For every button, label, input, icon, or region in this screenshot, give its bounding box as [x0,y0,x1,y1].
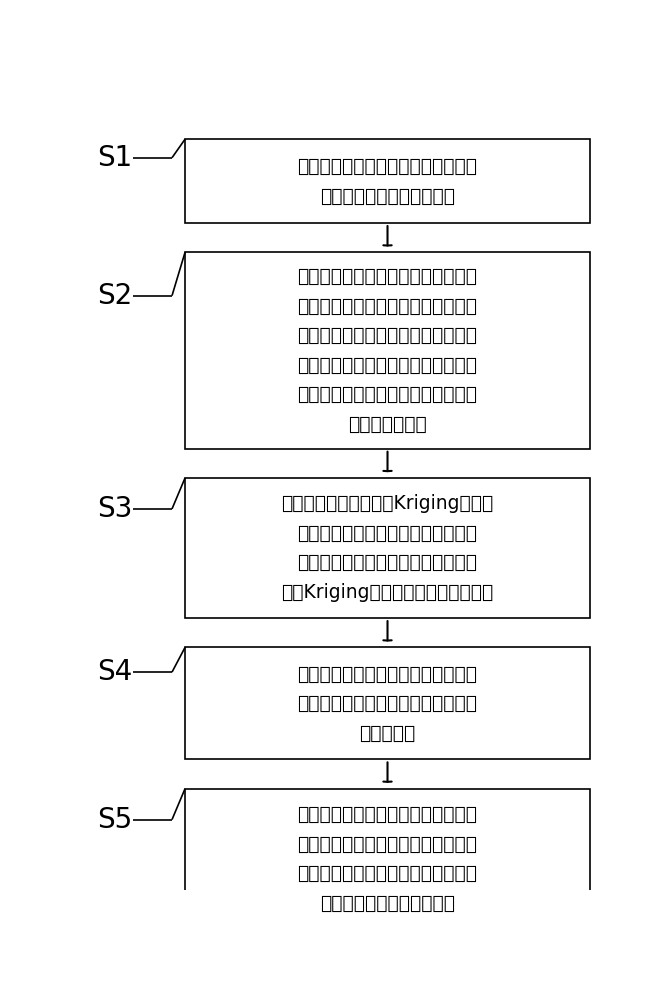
Text: 以自定义插值函数作为Kriging模型的: 以自定义插值函数作为Kriging模型的 [281,494,494,513]
Text: 差函数，综合基函数及误差函数建立: 差函数，综合基函数及误差函数建立 [297,553,478,572]
Text: 关系曲线，抽样选取采样点，基于量: 关系曲线，抽样选取采样点，基于量 [297,356,478,375]
Text: S1: S1 [96,144,132,172]
Bar [185,252,590,449]
Text: 通过电磁系统近似模型得到电磁系统: 通过电磁系统近似模型得到电磁系统 [297,805,478,824]
Text: 在不同线圈电流不同衔铁转角下的电: 在不同线圈电流不同衔铁转角下的电 [297,835,478,854]
Text: 磁继电器动态特性数学模型: 磁继电器动态特性数学模型 [320,894,455,913]
Text: 建立反映电磁继电器输出特性与过程: 建立反映电磁继电器输出特性与过程 [297,157,478,176]
Text: 寸链，应用变性能法建立触簧系统反: 寸链，应用变性能法建立触簧系统反 [297,694,478,713]
Text: 子粒子群算法寻优确定自定义插值函: 子粒子群算法寻优确定自定义插值函 [297,385,478,404]
Text: 选取插值节点及参数节点，应用有限: 选取插值节点及参数节点，应用有限 [297,267,478,286]
Text: S2: S2 [96,282,132,310]
Text: 磁力矩和磁链，基于数值方法求解电: 磁力矩和磁链，基于数值方法求解电 [297,864,478,883]
Bar [185,789,590,929]
Text: 元法计算各节点输出电磁力矩，插值: 元法计算各节点输出电磁力矩，插值 [297,297,478,316]
Text: S5: S5 [96,806,132,834]
Text: S4: S4 [96,658,132,686]
Text: 力计算模型: 力计算模型 [359,723,415,742]
Text: 基于Kriging模型的电磁系统近似模型: 基于Kriging模型的电磁系统近似模型 [281,583,494,602]
Text: 根据接触系统反力部件图纸尺寸及尺: 根据接触系统反力部件图纸尺寸及尺 [297,664,478,683]
Bar [185,139,590,223]
Text: S3: S3 [96,495,132,523]
Text: 基函数，应用拉丁超立方抽样建立误: 基函数，应用拉丁超立方抽样建立误 [297,524,478,543]
Bar [185,647,590,759]
Text: 得到参数变化量与电磁力矩变化量的: 得到参数变化量与电磁力矩变化量的 [297,326,478,345]
Text: 变量关系的自定义插值函数: 变量关系的自定义插值函数 [320,186,455,205]
Text: 数中的影响系数: 数中的影响系数 [348,415,427,434]
Bar [185,478,590,618]
